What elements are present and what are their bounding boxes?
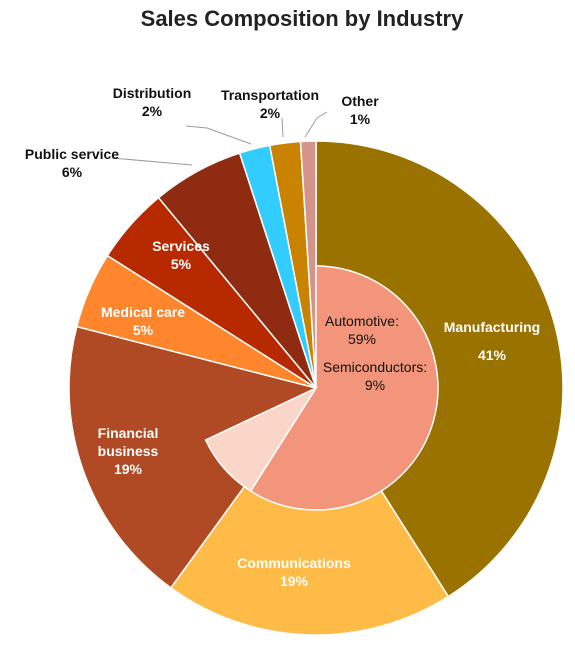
label-services: Services 5%	[152, 238, 210, 272]
label-communications: Communications 19%	[237, 555, 351, 589]
label-medical-care: Medical care 5%	[101, 304, 185, 338]
label-manufacturing: Manufacturing	[444, 319, 540, 335]
slice-other	[299, 140, 317, 389]
breakdown-slice-automotive	[249, 265, 439, 511]
breakdown-slices	[204, 265, 439, 511]
value-manufacturing: 41%	[478, 347, 507, 363]
chart-title: Sales Composition by Industry	[141, 6, 464, 31]
leader-transportation	[281, 117, 284, 138]
leader-other	[304, 111, 328, 138]
breakdown-slice-semiconductors	[204, 386, 319, 493]
label-distribution: Distribution 2%	[113, 85, 192, 119]
label-public-service: Public service 6%	[25, 146, 119, 180]
leader-public-service	[111, 157, 193, 166]
slice-financial-business	[68, 325, 318, 589]
label-transportation: Transportation 2%	[221, 87, 319, 121]
leader-lines	[111, 111, 328, 166]
label-semiconductors: Semiconductors: 9%	[323, 359, 427, 393]
label-automotive: Automotive: 59%	[325, 313, 399, 347]
label-financial-business: Financial business 19%	[98, 425, 159, 477]
slice-communications	[169, 386, 450, 636]
label-other: Other 1%	[341, 93, 379, 127]
leader-distribution	[185, 125, 252, 145]
slice-labels: Manufacturing 41% Communications 19% Financi…	[25, 85, 540, 589]
